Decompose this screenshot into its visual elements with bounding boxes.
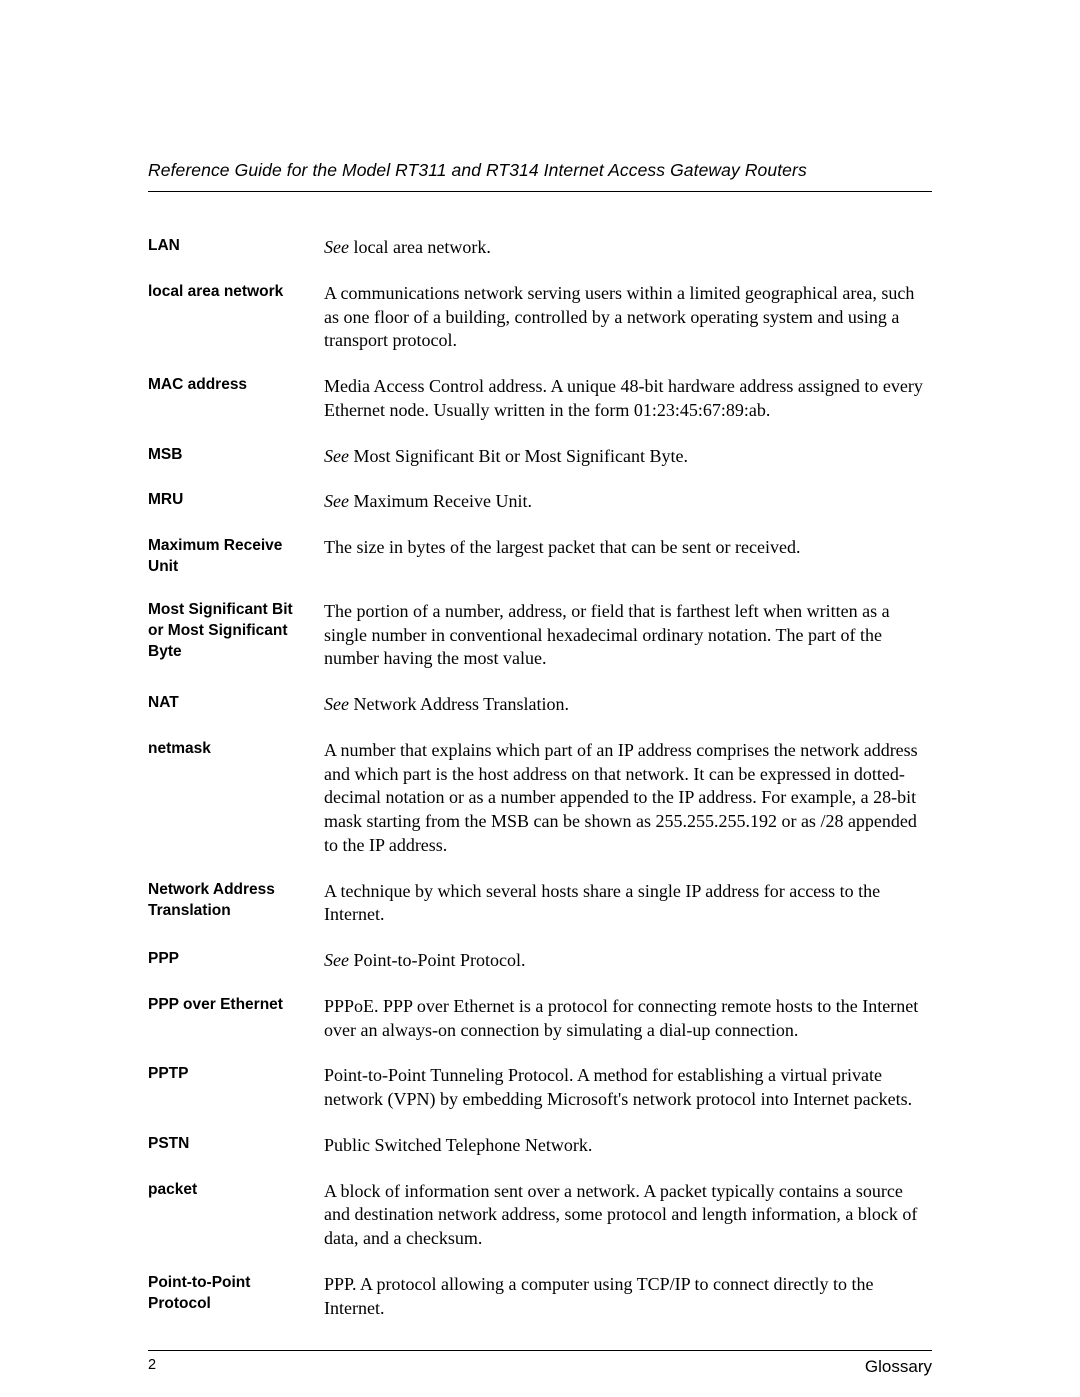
header-title: Reference Guide for the Model RT311 and …: [148, 160, 932, 181]
glossary-definition: A number that explains which part of an …: [324, 739, 932, 858]
page-content: Reference Guide for the Model RT311 and …: [0, 0, 1080, 1377]
glossary-entry: MAC address Media Access Control address…: [148, 375, 932, 423]
glossary-definition: See Network Address Translation.: [324, 693, 932, 717]
definition-rest: Network Address Translation.: [349, 694, 569, 714]
glossary-term: LAN: [148, 236, 324, 257]
glossary-definition: A communications network serving users w…: [324, 282, 932, 353]
glossary-definition: A technique by which several hosts share…: [324, 880, 932, 928]
glossary-term: netmask: [148, 739, 324, 760]
glossary-entry: NAT See Network Address Translation.: [148, 693, 932, 717]
glossary-term: local area network: [148, 282, 324, 303]
glossary-definition: The size in bytes of the largest packet …: [324, 536, 932, 560]
glossary-entry: PPTP Point-to-Point Tunneling Protocol. …: [148, 1064, 932, 1112]
see-word: See: [324, 950, 349, 970]
glossary-definition: The portion of a number, address, or fie…: [324, 600, 932, 671]
see-word: See: [324, 694, 349, 714]
footer-rule: [148, 1350, 932, 1351]
glossary-term: PPP over Ethernet: [148, 995, 324, 1016]
glossary-definition: Media Access Control address. A unique 4…: [324, 375, 932, 423]
glossary-term: Network Address Translation: [148, 880, 324, 922]
see-word: See: [324, 491, 349, 511]
glossary-entry: MSB See Most Significant Bit or Most Sig…: [148, 445, 932, 469]
glossary-entry: netmask A number that explains which par…: [148, 739, 932, 858]
see-word: See: [324, 446, 349, 466]
definition-rest: local area network.: [349, 237, 491, 257]
glossary-entry: Most Significant Bit or Most Significant…: [148, 600, 932, 671]
glossary-term: PPP: [148, 949, 324, 970]
definition-rest: Most Significant Bit or Most Significant…: [349, 446, 688, 466]
glossary-definition: Public Switched Telephone Network.: [324, 1134, 932, 1158]
glossary-term: MAC address: [148, 375, 324, 396]
page-footer: 2 Glossary: [148, 1357, 932, 1377]
glossary-definition: See Most Significant Bit or Most Signifi…: [324, 445, 932, 469]
glossary-entry: LAN See local area network.: [148, 236, 932, 260]
glossary-definition: PPPoE. PPP over Ethernet is a protocol f…: [324, 995, 932, 1043]
glossary-entry: Point-to-Point Protocol PPP. A protocol …: [148, 1273, 932, 1321]
header-rule: [148, 191, 932, 192]
glossary-definition: A block of information sent over a netwo…: [324, 1180, 932, 1251]
glossary-entry: Maximum Receive Unit The size in bytes o…: [148, 536, 932, 578]
glossary-entry: PPP over Ethernet PPPoE. PPP over Ethern…: [148, 995, 932, 1043]
glossary-term: PPTP: [148, 1064, 324, 1085]
glossary-term: Most Significant Bit or Most Significant…: [148, 600, 324, 663]
glossary-term: MSB: [148, 445, 324, 466]
glossary-term: packet: [148, 1180, 324, 1201]
definition-rest: Maximum Receive Unit.: [349, 491, 532, 511]
glossary-entry: PPP See Point-to-Point Protocol.: [148, 949, 932, 973]
glossary-term: MRU: [148, 490, 324, 511]
glossary-definition: See Point-to-Point Protocol.: [324, 949, 932, 973]
see-word: See: [324, 237, 349, 257]
glossary-definition: PPP. A protocol allowing a computer usin…: [324, 1273, 932, 1321]
glossary-entry: local area network A communications netw…: [148, 282, 932, 353]
glossary-entries: LAN See local area network. local area n…: [148, 236, 932, 1320]
glossary-definition: See Maximum Receive Unit.: [324, 490, 932, 514]
glossary-term: NAT: [148, 693, 324, 714]
glossary-term: Point-to-Point Protocol: [148, 1273, 324, 1315]
glossary-term: Maximum Receive Unit: [148, 536, 324, 578]
glossary-definition: Point-to-Point Tunneling Protocol. A met…: [324, 1064, 932, 1112]
glossary-definition: See local area network.: [324, 236, 932, 260]
page-number: 2: [148, 1357, 156, 1377]
section-label: Glossary: [865, 1357, 932, 1377]
glossary-term: PSTN: [148, 1134, 324, 1155]
definition-rest: Point-to-Point Protocol.: [349, 950, 526, 970]
glossary-entry: Network Address Translation A technique …: [148, 880, 932, 928]
glossary-entry: packet A block of information sent over …: [148, 1180, 932, 1251]
glossary-entry: MRU See Maximum Receive Unit.: [148, 490, 932, 514]
glossary-entry: PSTN Public Switched Telephone Network.: [148, 1134, 932, 1158]
